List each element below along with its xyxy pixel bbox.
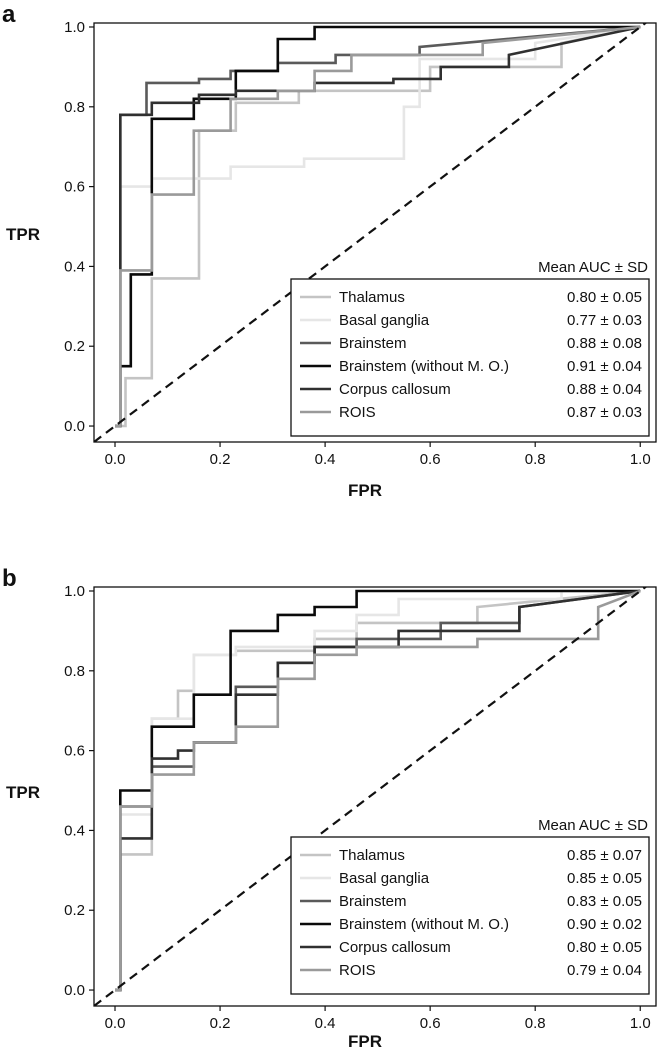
x-tick-label: 0.2 (210, 451, 231, 468)
legend-auc-value: 0.88 ± 0.04 (567, 381, 642, 398)
y-tick-label: 0.6 (64, 743, 85, 760)
chance-diagonal-line (94, 23, 648, 442)
series-line-corpus-callosum (115, 25, 641, 428)
legend-auc-value: 0.87 ± 0.03 (567, 404, 642, 421)
x-tick-label: 0.0 (105, 1015, 126, 1032)
series-line-brainstem-without-m-o- (115, 25, 641, 428)
series-line-rois (115, 25, 641, 428)
plot-frame (93, 22, 657, 443)
y-tick-label: 0.8 (64, 663, 85, 680)
legend-auc-value: 0.83 ± 0.05 (567, 893, 642, 910)
legend-auc-value: 0.85 ± 0.05 (567, 870, 642, 887)
x-tick-label: 1.0 (630, 1015, 651, 1032)
x-tick-label: 0.8 (525, 451, 546, 468)
legend-series-name: Brainstem (without M. O.) (339, 358, 509, 375)
legend-title: Mean AUC ± SD (538, 817, 648, 834)
panel-label: b (2, 565, 17, 592)
legend-auc-value: 0.80 ± 0.05 (567, 289, 642, 306)
y-tick-label: 1.0 (64, 19, 85, 36)
legend-series-name: Basal ganglia (339, 870, 430, 887)
x-tick-label: 0.6 (420, 1015, 441, 1032)
legend-series-name: Brainstem (339, 893, 407, 910)
x-axis-title: FPR (348, 481, 382, 500)
y-axis-title: TPR (6, 783, 40, 802)
legend-auc-value: 0.88 ± 0.08 (567, 335, 642, 352)
series-line-brainstem-without-m-o- (115, 589, 641, 992)
legend-series-name: Corpus callosum (339, 939, 451, 956)
x-tick-label: 0.2 (210, 1015, 231, 1032)
legend-auc-value: 0.85 ± 0.07 (567, 847, 642, 864)
y-tick-label: 0.2 (64, 902, 85, 919)
legend-box (290, 278, 650, 437)
legend-auc-value: 0.77 ± 0.03 (567, 312, 642, 329)
y-tick-label: 0.0 (64, 418, 85, 435)
y-tick-label: 0.4 (64, 258, 85, 275)
legend-series-name: Thalamus (339, 847, 405, 864)
legend-series-name: Basal ganglia (339, 312, 430, 329)
legend-auc-value: 0.79 ± 0.04 (567, 962, 642, 979)
chance-diagonal-line (94, 587, 648, 1006)
chart-panel-b: b 0.0 0.2 0.4 0.6 0.8 1.0 0.0 0.2 0.4 0.6 0.8 1.0 TPR… (2, 565, 657, 1051)
legend-series-name: ROIS (339, 962, 376, 979)
legend-auc-value: 0.80 ± 0.05 (567, 939, 642, 956)
x-tick-label: 0.0 (105, 451, 126, 468)
legend-title: Mean AUC ± SD (538, 259, 648, 276)
legend-auc-value: 0.90 ± 0.02 (567, 916, 642, 933)
y-axis-title: TPR (6, 225, 40, 244)
plot-area (94, 23, 648, 442)
legend-series-name: Brainstem (without M. O.) (339, 916, 509, 933)
series-line-basal-ganglia (115, 25, 641, 428)
y-tick-label: 0.6 (64, 179, 85, 196)
y-tick-label: 0.2 (64, 338, 85, 355)
plot-frame (93, 586, 657, 1007)
y-tick-label: 0.8 (64, 99, 85, 116)
x-tick-label: 0.6 (420, 451, 441, 468)
y-tick-label: 1.0 (64, 583, 85, 600)
series-line-corpus-callosum (115, 589, 641, 992)
plot-area (94, 587, 648, 1006)
legend-series-name: Thalamus (339, 289, 405, 306)
x-axis-title: FPR (348, 1032, 382, 1051)
x-tick-label: 0.8 (525, 1015, 546, 1032)
legend-series-name: Corpus callosum (339, 381, 451, 398)
legend-series-name: ROIS (339, 404, 376, 421)
x-tick-label: 0.4 (315, 1015, 336, 1032)
x-tick-label: 0.4 (315, 451, 336, 468)
y-tick-label: 0.0 (64, 982, 85, 999)
y-tick-label: 0.4 (64, 822, 85, 839)
series-line-basal-ganglia (115, 589, 641, 992)
series-line-rois (115, 589, 641, 992)
legend-auc-value: 0.91 ± 0.04 (567, 358, 642, 375)
legend-box (290, 836, 650, 995)
chart-panel-a: a 0.0 0.2 0.4 0.6 0.8 1.0 0.0 0.2 0.4 0.6 0.8 1.0 TPR… (2, 1, 657, 500)
legend-series-name: Brainstem (339, 335, 407, 352)
panel-label: a (2, 1, 16, 28)
x-tick-label: 1.0 (630, 451, 651, 468)
